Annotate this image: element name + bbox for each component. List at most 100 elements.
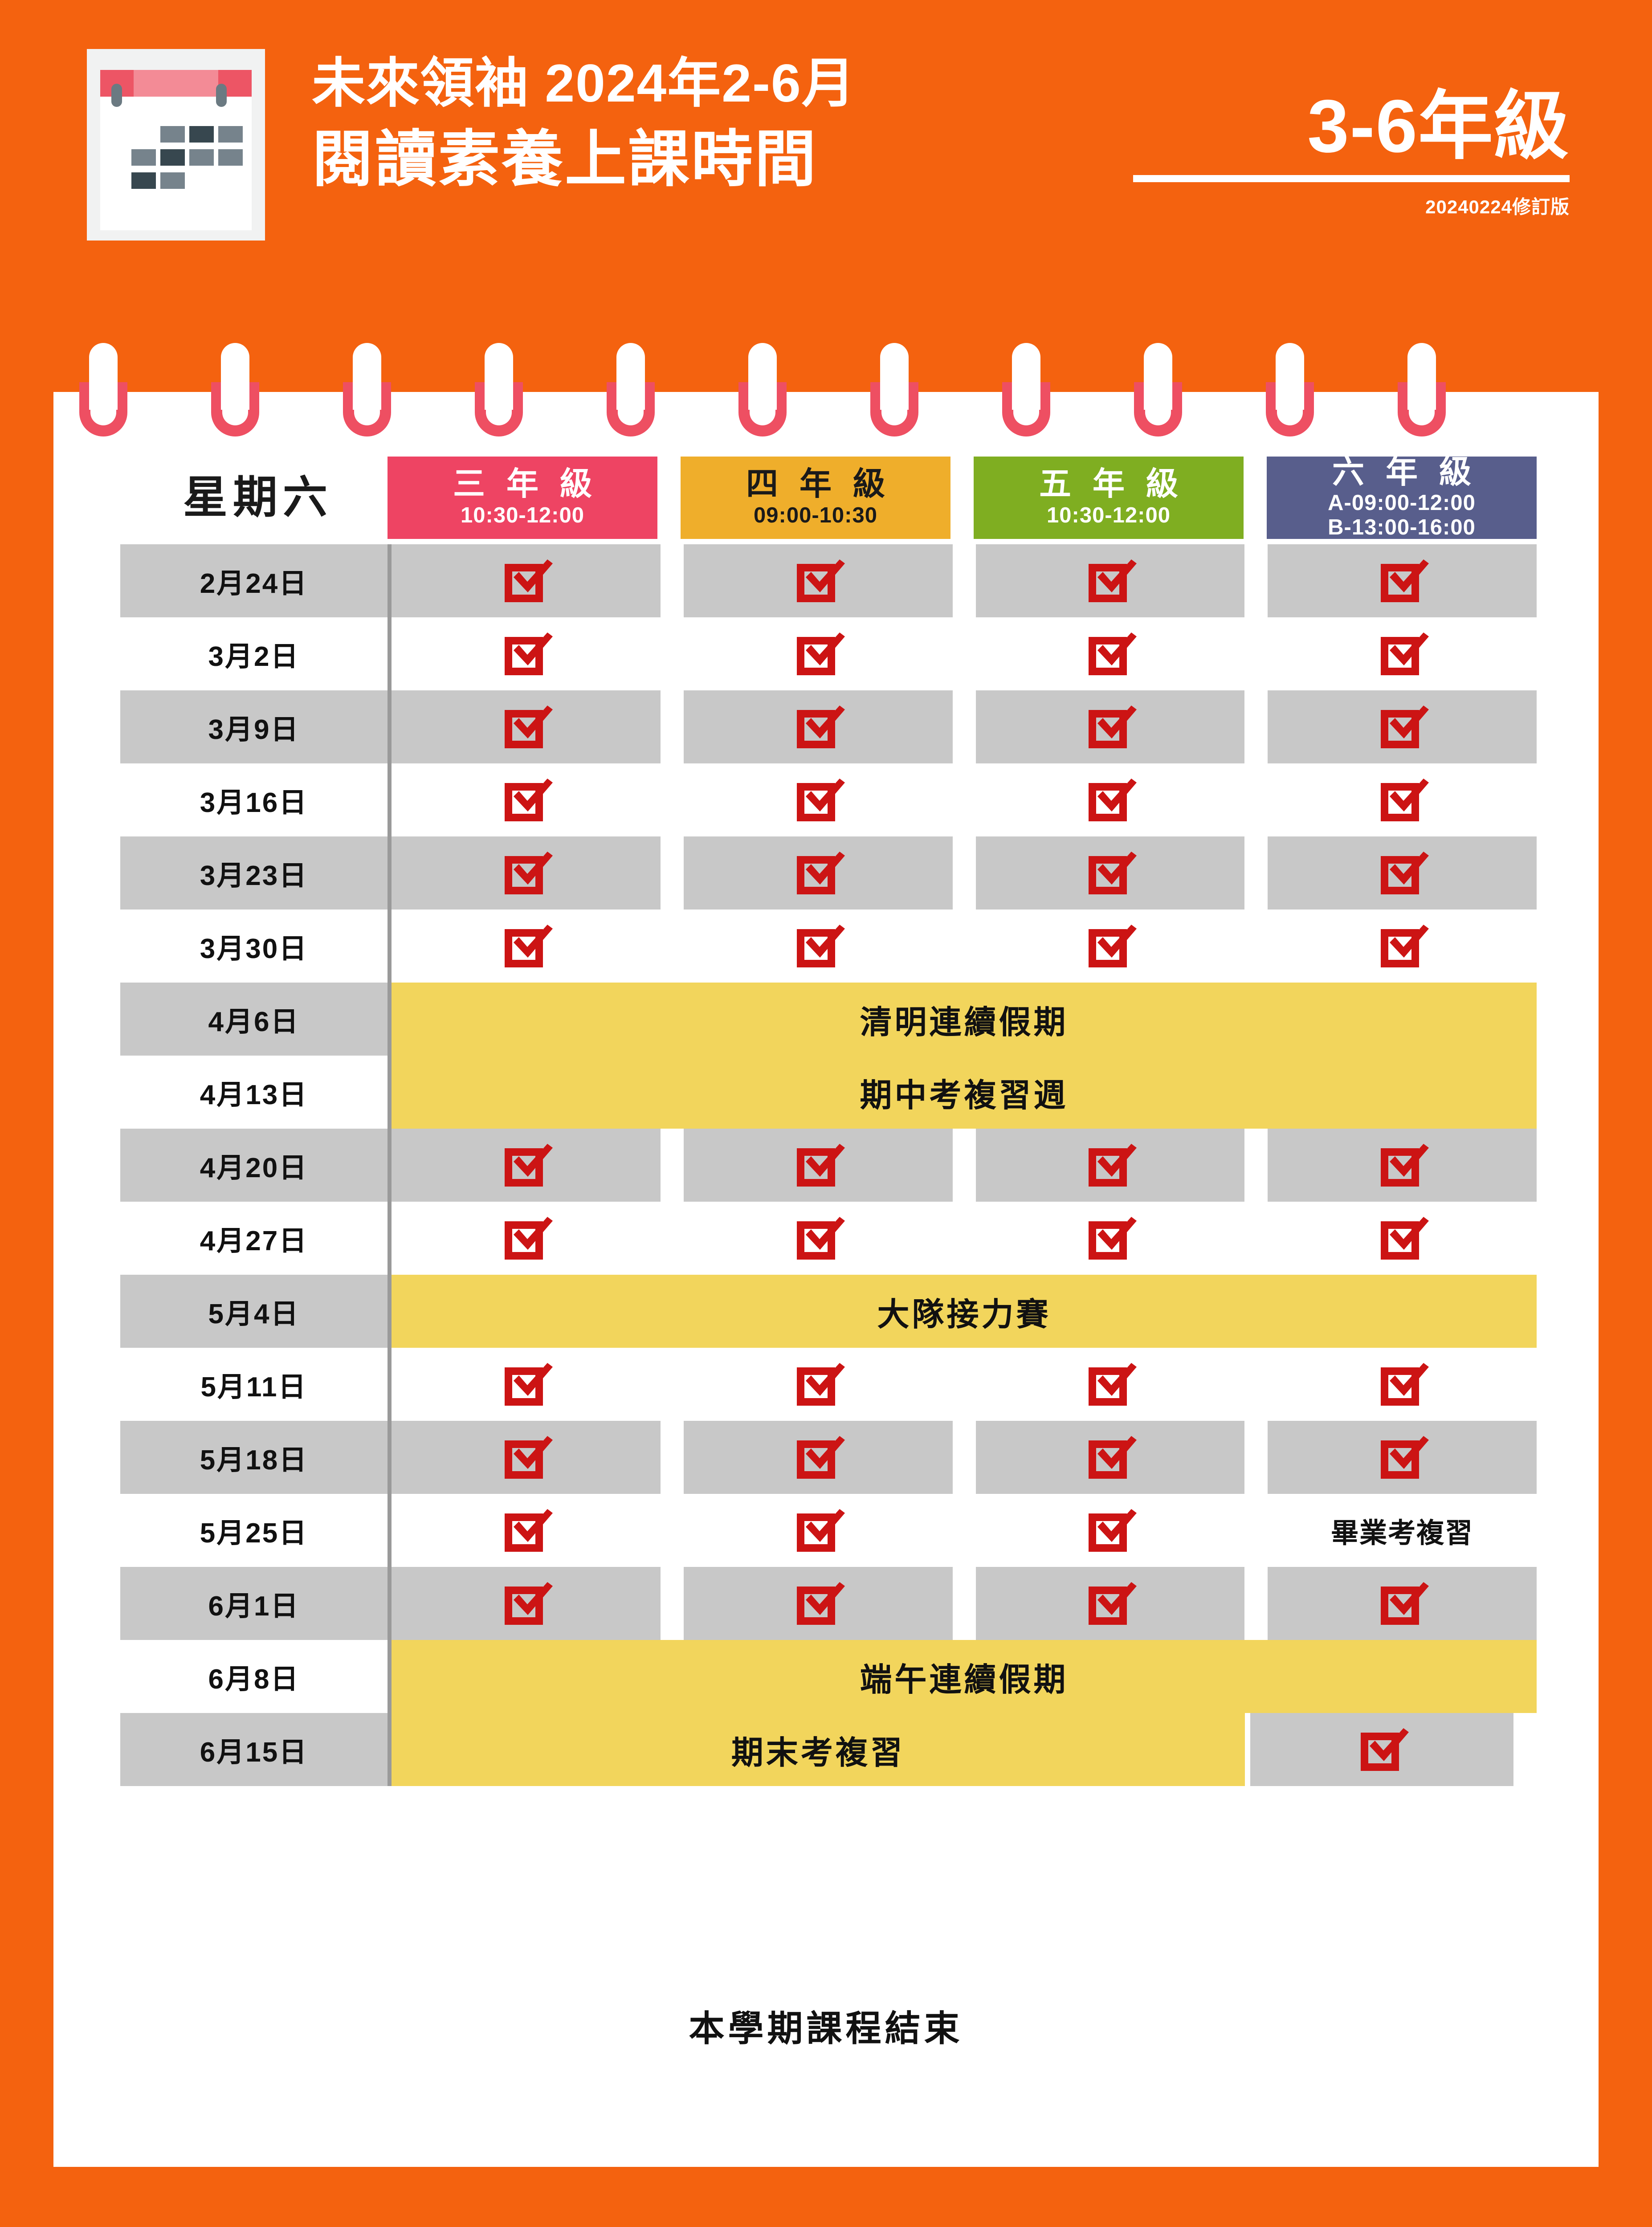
schedule-cell	[684, 910, 953, 983]
row-cells	[388, 1202, 1537, 1275]
calendar-icon-cell	[131, 172, 156, 189]
column-divider	[388, 544, 392, 617]
column-divider	[388, 983, 392, 1056]
schedule-cell	[684, 1202, 953, 1275]
checkbox-checked-icon	[1089, 1509, 1137, 1552]
grade-column-name: 三 年 級	[453, 466, 598, 502]
row-cells	[388, 1421, 1537, 1494]
schedule-cell	[684, 1348, 953, 1421]
schedule-cell	[1268, 690, 1537, 763]
checkbox-checked-icon	[1381, 852, 1429, 894]
checkbox-checked-icon	[796, 706, 845, 748]
column-divider	[388, 1494, 392, 1567]
checkbox-checked-icon	[1089, 852, 1137, 894]
row-cells	[388, 617, 1537, 690]
checkbox-checked-icon	[796, 1363, 845, 1406]
schedule-cell	[392, 910, 661, 983]
schedule-cell	[392, 1421, 661, 1494]
page-title-line2: 閱讀素養上課時間	[312, 125, 818, 194]
row-date-label: 3月2日	[208, 641, 300, 672]
checkbox-checked-icon	[1381, 1144, 1429, 1187]
schedule-cell	[392, 544, 661, 617]
row-date-label: 6月8日	[208, 1664, 300, 1695]
calendar-icon-cell	[218, 126, 243, 143]
schedule-cell	[976, 1494, 1245, 1567]
table-row: 5月25日 畢業考複習	[120, 1494, 1537, 1567]
checkbox-checked-icon	[504, 1217, 553, 1260]
brand-name: 未來領袖	[771, 2225, 982, 2227]
checkbox-checked-icon	[1089, 559, 1137, 602]
table-row: 4月20日	[120, 1129, 1537, 1202]
schedule-cell	[975, 544, 1245, 617]
schedule-cell	[1250, 1713, 1513, 1786]
schedule-cell	[392, 763, 661, 836]
row-date-label: 5月25日	[200, 1518, 308, 1549]
row-cells	[388, 1567, 1537, 1640]
schedule-cell	[975, 836, 1245, 910]
schedule-cell	[392, 1348, 661, 1421]
row-cells	[388, 690, 1537, 763]
grade-column-time: 09:00-10:30	[754, 503, 877, 527]
schedule-table: 星期六 三 年 級 10:30-12:00 四 年 級 09:00-10:30 五 年 …	[120, 450, 1537, 1786]
schedule-cell	[392, 1494, 661, 1567]
checkbox-checked-icon	[796, 1509, 845, 1552]
holiday-banner: 期末考複習	[392, 1713, 1245, 1786]
grade-column-name: 五 年 級	[1039, 466, 1184, 502]
column-divider	[388, 1421, 392, 1494]
grade-column-header-5[interactable]: 五 年 級 10:30-12:00	[974, 457, 1244, 539]
schedule-cell	[684, 763, 953, 836]
holiday-banner: 端午連續假期	[392, 1640, 1537, 1713]
holiday-banner: 清明連續假期	[392, 983, 1537, 1056]
grade-range-label: 3-6年級	[1307, 84, 1570, 168]
column-divider	[388, 763, 392, 836]
checkbox-checked-icon	[504, 632, 553, 675]
row-date-label: 4月6日	[120, 983, 388, 1056]
checkbox-checked-icon	[1089, 1436, 1137, 1479]
grade-column-header-4[interactable]: 四 年 級 09:00-10:30	[681, 457, 950, 539]
schedule-cell	[1268, 910, 1537, 983]
column-divider	[388, 910, 392, 983]
grade-column-time: 10:30-12:00	[1047, 503, 1171, 527]
checkbox-checked-icon	[796, 779, 845, 821]
table-body: 2月24日 3月2日 3月9日 3月16日 3月23日 3月30日 4月6日 清明連續假期 4月…	[120, 544, 1537, 1786]
checkbox-checked-icon	[504, 1363, 553, 1406]
grade-column-header-6[interactable]: 六 年 級 A-09:00-12:00 B-13:00-16:00	[1267, 454, 1537, 539]
schedule-cell	[392, 1567, 661, 1640]
checkbox-checked-icon	[1089, 1582, 1137, 1625]
calendar-icon-cell	[189, 126, 214, 143]
checkbox-checked-icon	[796, 1436, 845, 1479]
schedule-cell	[683, 1421, 953, 1494]
grade-range-badge: 3-6年級 20240224修訂版	[1124, 87, 1570, 219]
calendar-icon-cell	[160, 126, 185, 143]
calendar-icon-cell	[189, 149, 214, 166]
column-divider	[388, 1275, 392, 1348]
grade-column-time: 10:30-12:00	[461, 503, 584, 527]
checkbox-checked-icon	[1089, 1363, 1137, 1406]
column-divider	[388, 836, 392, 910]
table-row: 5月11日	[120, 1348, 1537, 1421]
schedule-cell	[392, 1202, 661, 1275]
checkbox-checked-icon	[1089, 1144, 1137, 1187]
schedule-card: 星期六 三 年 級 10:30-12:00 四 年 級 09:00-10:30 五 年 …	[53, 392, 1599, 2167]
row-cells	[388, 910, 1537, 983]
calendar-icon-cell	[218, 149, 243, 166]
checkbox-checked-icon	[1381, 1363, 1429, 1406]
row-date-label: 4月20日	[120, 1129, 388, 1202]
table-row: 4月27日	[120, 1202, 1537, 1275]
title-block: 未來領袖 2024年2-6月 閱讀素養上課時間	[312, 53, 1114, 198]
checkbox-checked-icon	[1381, 559, 1429, 602]
checkbox-checked-icon	[1381, 632, 1429, 675]
grade-column-name: 六 年 級	[1332, 454, 1477, 490]
schedule-cell	[392, 690, 661, 763]
table-row: 6月15日 期末考複習	[120, 1713, 1537, 1786]
schedule-cell: 畢業考複習	[1268, 1494, 1537, 1567]
table-row: 4月6日 清明連續假期	[120, 983, 1537, 1056]
table-row: 5月4日 大隊接力賽	[120, 1275, 1537, 1348]
checkbox-checked-icon	[504, 779, 553, 821]
row-cells	[388, 836, 1537, 910]
schedule-cell	[392, 617, 661, 690]
grade-column-header-3[interactable]: 三 年 級 10:30-12:00	[388, 457, 657, 539]
row-cells: 畢業考複習	[388, 1494, 1537, 1567]
checkbox-checked-icon	[1381, 925, 1429, 967]
